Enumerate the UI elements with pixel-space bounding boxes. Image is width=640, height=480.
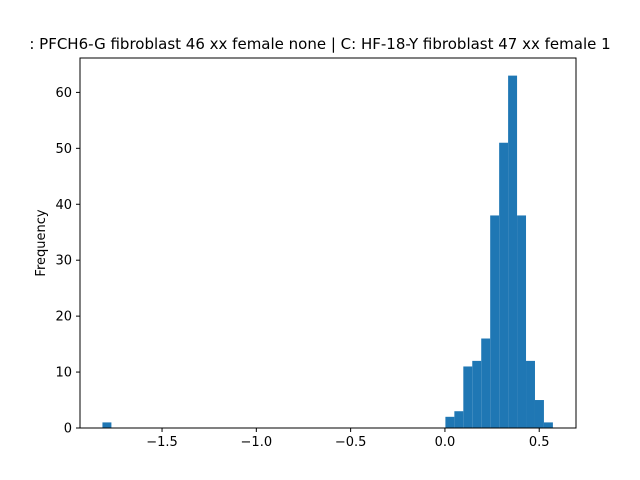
histogram-bar-4 — [472, 360, 482, 428]
x-tick-label-3: 0.0 — [435, 435, 456, 450]
histogram-bar-7 — [499, 142, 509, 428]
histogram-bar-1 — [445, 416, 455, 428]
bars-group — [102, 75, 553, 428]
x-tick-label-2: −0.5 — [335, 435, 367, 450]
histogram-bar-8 — [508, 75, 518, 428]
y-tick-label-3: 30 — [55, 254, 72, 269]
y-tick-label-4: 40 — [55, 198, 72, 213]
histogram-bar-9 — [517, 215, 527, 428]
y-axis: 0 10 20 30 40 50 60 — [55, 86, 80, 437]
x-tick-label-1: −1.0 — [241, 435, 273, 450]
histogram-bar-2 — [454, 411, 464, 428]
histogram-bar-12 — [543, 422, 553, 428]
x-tick-label-4: 0.5 — [529, 435, 550, 450]
y-axis-label: Frequency — [34, 209, 49, 276]
plot-frame — [79, 57, 577, 429]
x-axis: −1.5 −1.0 −0.5 0.0 0.5 — [146, 428, 550, 450]
histogram-bar-6 — [490, 215, 500, 428]
histogram-bar-5 — [481, 338, 491, 428]
chart-title: : PFCH6-G fibroblast 46 xx female none |… — [29, 35, 610, 53]
histogram-bar-3 — [463, 366, 473, 428]
x-tick-label-0: −1.5 — [146, 435, 178, 450]
y-tick-label-6: 60 — [55, 86, 72, 101]
y-tick-label-0: 0 — [64, 422, 72, 437]
y-tick-label-2: 20 — [55, 310, 72, 325]
y-tick-label-5: 50 — [55, 142, 72, 157]
histogram-bar-11 — [534, 400, 544, 428]
y-tick-label-1: 10 — [55, 366, 72, 381]
histogram-bar-0 — [102, 422, 112, 428]
histogram-bar-10 — [526, 360, 535, 428]
